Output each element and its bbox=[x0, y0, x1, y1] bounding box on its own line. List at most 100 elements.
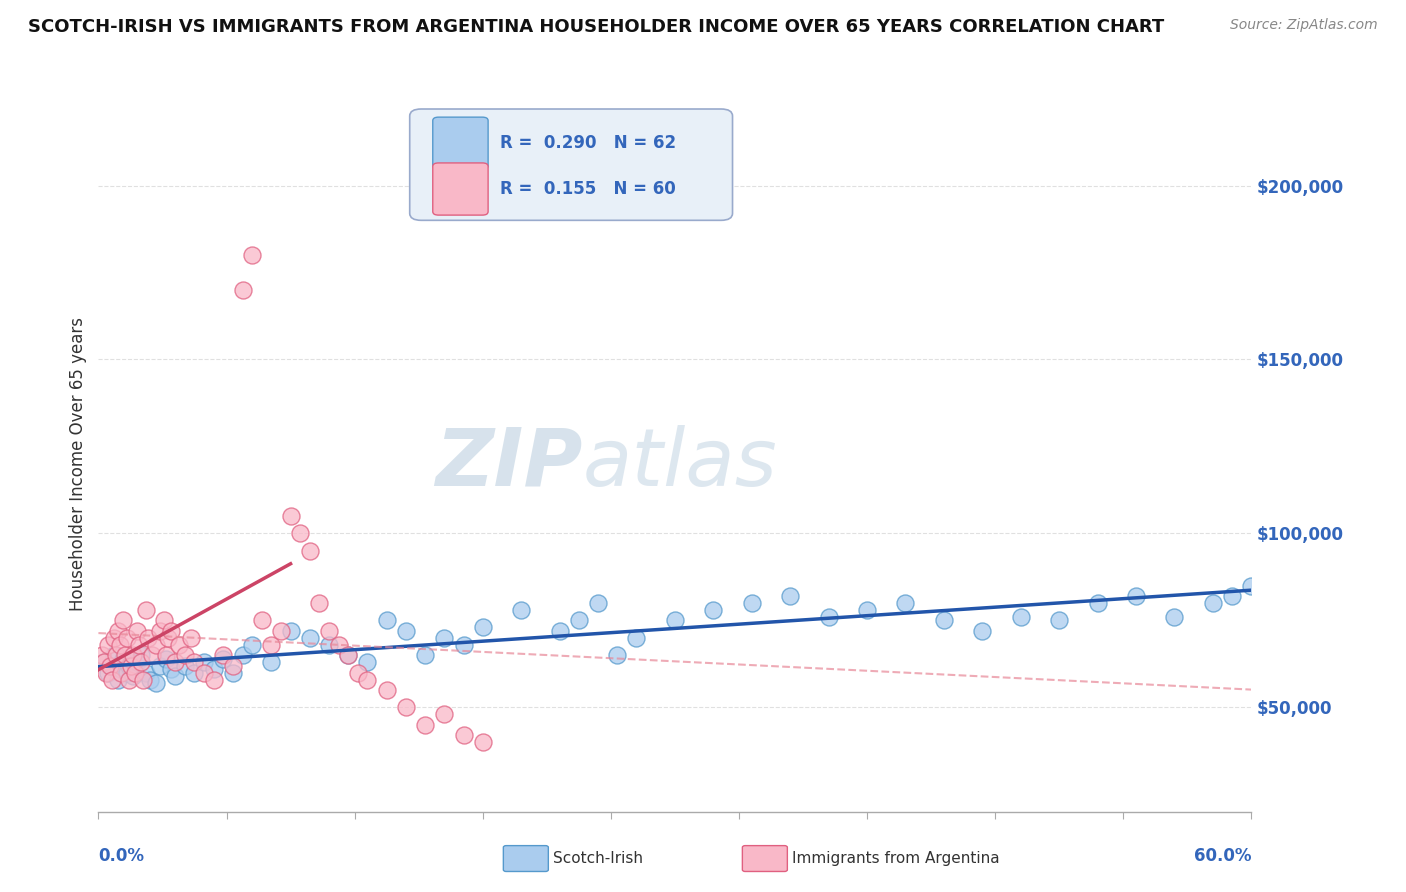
Point bbox=[471, 735, 494, 749]
Point bbox=[932, 614, 955, 628]
Point bbox=[453, 728, 475, 742]
Point bbox=[93, 655, 115, 669]
Y-axis label: Householder Income Over 65 years: Householder Income Over 65 years bbox=[69, 317, 87, 611]
Point bbox=[165, 655, 187, 669]
Point bbox=[212, 651, 235, 665]
Point bbox=[155, 648, 177, 662]
Point bbox=[1047, 614, 1070, 628]
Point bbox=[510, 603, 533, 617]
Point bbox=[433, 631, 456, 645]
Point bbox=[212, 648, 235, 662]
Point bbox=[260, 638, 283, 652]
Point bbox=[395, 700, 418, 714]
Point bbox=[1125, 589, 1147, 603]
Point bbox=[149, 658, 172, 673]
Text: Scotch-Irish: Scotch-Irish bbox=[553, 852, 643, 866]
Text: SCOTCH-IRISH VS IMMIGRANTS FROM ARGENTINA HOUSEHOLDER INCOME OVER 65 YEARS CORRE: SCOTCH-IRISH VS IMMIGRANTS FROM ARGENTIN… bbox=[28, 18, 1164, 36]
Point bbox=[817, 610, 839, 624]
Point bbox=[337, 648, 360, 662]
Point bbox=[122, 669, 145, 683]
Point bbox=[1240, 578, 1263, 592]
Point bbox=[606, 648, 628, 662]
Point bbox=[586, 596, 609, 610]
Point bbox=[129, 648, 152, 662]
Point bbox=[131, 673, 153, 687]
Point bbox=[118, 658, 141, 673]
Point bbox=[568, 614, 591, 628]
Point bbox=[174, 648, 197, 662]
FancyBboxPatch shape bbox=[433, 117, 488, 169]
Point bbox=[222, 658, 245, 673]
Point bbox=[346, 665, 368, 680]
Point bbox=[375, 614, 398, 628]
Point bbox=[308, 596, 330, 610]
Point bbox=[174, 658, 197, 673]
Point bbox=[107, 624, 129, 638]
Point bbox=[160, 624, 183, 638]
Point bbox=[97, 665, 120, 680]
Point bbox=[117, 665, 138, 680]
Text: 0.0%: 0.0% bbox=[98, 847, 145, 865]
Point bbox=[222, 665, 245, 680]
Point bbox=[145, 676, 167, 690]
Point bbox=[375, 683, 398, 698]
Point bbox=[139, 673, 162, 687]
Point bbox=[337, 648, 360, 662]
Point bbox=[1202, 596, 1225, 610]
Point bbox=[101, 673, 124, 687]
Point bbox=[93, 655, 115, 669]
Point bbox=[202, 662, 225, 676]
Point bbox=[165, 669, 187, 683]
Point bbox=[280, 508, 302, 523]
Point bbox=[138, 631, 160, 645]
Point bbox=[453, 638, 475, 652]
Point bbox=[155, 651, 177, 665]
Point bbox=[395, 624, 418, 638]
Point bbox=[124, 665, 146, 680]
Point bbox=[112, 614, 135, 628]
Point bbox=[135, 665, 157, 680]
Point bbox=[103, 631, 125, 645]
Point bbox=[318, 638, 340, 652]
FancyBboxPatch shape bbox=[433, 163, 488, 215]
Point bbox=[107, 673, 129, 687]
Point bbox=[702, 603, 724, 617]
Point bbox=[156, 631, 179, 645]
Point bbox=[193, 665, 215, 680]
Point bbox=[1220, 589, 1243, 603]
Point bbox=[129, 655, 152, 669]
Text: 60.0%: 60.0% bbox=[1194, 847, 1251, 865]
Point bbox=[231, 648, 254, 662]
Point bbox=[120, 658, 142, 673]
Point bbox=[972, 624, 994, 638]
Point bbox=[141, 648, 163, 662]
Point bbox=[413, 648, 436, 662]
Point bbox=[356, 673, 378, 687]
Point bbox=[548, 624, 571, 638]
Point bbox=[122, 648, 145, 662]
Point bbox=[101, 658, 124, 673]
Point bbox=[167, 638, 190, 652]
Point bbox=[104, 648, 127, 662]
Point bbox=[118, 673, 141, 687]
Point bbox=[741, 596, 763, 610]
Point bbox=[108, 638, 131, 652]
Point bbox=[97, 638, 120, 652]
FancyBboxPatch shape bbox=[409, 109, 733, 220]
Point bbox=[894, 596, 917, 610]
Point bbox=[356, 655, 378, 669]
Point bbox=[1010, 610, 1032, 624]
Point bbox=[202, 673, 225, 687]
Text: R =  0.290   N = 62: R = 0.290 N = 62 bbox=[499, 134, 676, 153]
Point bbox=[91, 648, 114, 662]
Point bbox=[240, 248, 263, 262]
Point bbox=[250, 614, 273, 628]
Point bbox=[270, 624, 292, 638]
Text: R =  0.155   N = 60: R = 0.155 N = 60 bbox=[499, 180, 675, 198]
Point bbox=[183, 655, 205, 669]
Text: Source: ZipAtlas.com: Source: ZipAtlas.com bbox=[1230, 18, 1378, 32]
Point bbox=[193, 655, 215, 669]
Point bbox=[290, 526, 312, 541]
Text: atlas: atlas bbox=[582, 425, 778, 503]
Point bbox=[1087, 596, 1109, 610]
